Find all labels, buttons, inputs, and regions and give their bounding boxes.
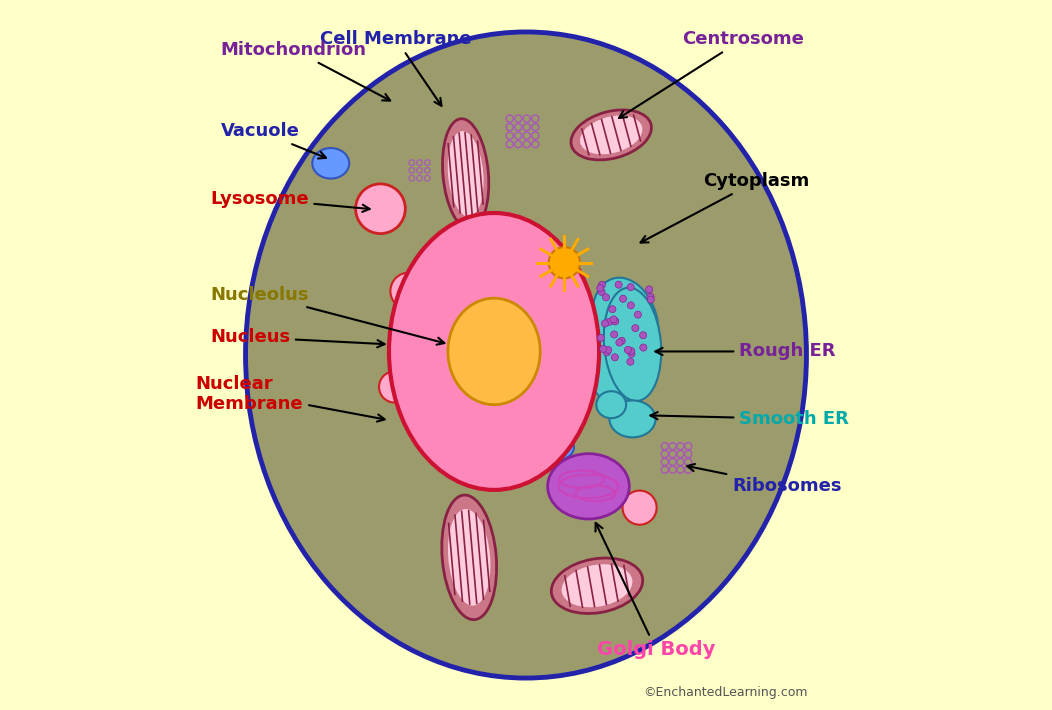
Circle shape xyxy=(602,320,608,327)
Ellipse shape xyxy=(442,495,497,620)
Circle shape xyxy=(599,281,606,288)
Circle shape xyxy=(600,345,607,352)
Circle shape xyxy=(615,281,622,288)
Ellipse shape xyxy=(448,131,484,217)
Circle shape xyxy=(640,332,647,339)
Text: Lysosome: Lysosome xyxy=(210,190,369,212)
Text: Smooth ER: Smooth ER xyxy=(650,410,849,428)
Circle shape xyxy=(611,317,619,324)
Text: Golgi Body: Golgi Body xyxy=(595,523,715,659)
Text: Vacuole: Vacuole xyxy=(221,122,326,158)
Circle shape xyxy=(647,296,654,303)
Ellipse shape xyxy=(542,435,574,460)
Ellipse shape xyxy=(448,298,540,405)
Circle shape xyxy=(610,316,618,323)
Text: Mitochondrion: Mitochondrion xyxy=(221,40,390,101)
Ellipse shape xyxy=(592,278,659,368)
Text: Cell Membrane: Cell Membrane xyxy=(320,30,471,106)
Ellipse shape xyxy=(448,509,490,606)
Ellipse shape xyxy=(609,400,655,437)
Circle shape xyxy=(596,285,604,292)
Circle shape xyxy=(628,350,635,357)
Circle shape xyxy=(379,371,410,403)
Text: Ribosomes: Ribosomes xyxy=(687,464,842,496)
Circle shape xyxy=(627,283,634,290)
Circle shape xyxy=(627,358,634,365)
Ellipse shape xyxy=(562,564,632,607)
Ellipse shape xyxy=(596,391,626,418)
Ellipse shape xyxy=(551,558,643,613)
Circle shape xyxy=(605,346,612,354)
Text: Cytoplasm: Cytoplasm xyxy=(641,172,810,243)
Circle shape xyxy=(623,491,656,525)
Ellipse shape xyxy=(580,116,643,154)
Text: Nuclear
Membrane: Nuclear Membrane xyxy=(196,375,385,422)
Circle shape xyxy=(627,302,634,309)
Circle shape xyxy=(603,294,609,301)
Ellipse shape xyxy=(389,213,600,490)
Circle shape xyxy=(610,331,618,338)
Text: Centrosome: Centrosome xyxy=(619,30,804,118)
Ellipse shape xyxy=(312,148,349,178)
Circle shape xyxy=(598,288,605,295)
Circle shape xyxy=(611,318,619,325)
Text: Nucleolus: Nucleolus xyxy=(210,285,444,345)
Circle shape xyxy=(628,348,634,355)
Circle shape xyxy=(598,334,605,342)
Circle shape xyxy=(440,273,477,310)
Ellipse shape xyxy=(245,32,807,678)
Circle shape xyxy=(603,349,610,356)
Circle shape xyxy=(620,295,627,302)
Ellipse shape xyxy=(443,119,489,229)
Circle shape xyxy=(646,286,652,293)
Text: Rough ER: Rough ER xyxy=(655,342,835,361)
Circle shape xyxy=(356,184,405,234)
Ellipse shape xyxy=(548,454,629,519)
Ellipse shape xyxy=(571,110,651,160)
Text: Nucleus: Nucleus xyxy=(210,328,385,347)
Circle shape xyxy=(619,337,625,344)
Circle shape xyxy=(640,344,647,351)
Circle shape xyxy=(611,354,619,361)
Circle shape xyxy=(647,293,654,300)
Circle shape xyxy=(632,324,639,332)
Circle shape xyxy=(606,318,612,325)
Circle shape xyxy=(390,273,427,310)
Ellipse shape xyxy=(591,327,646,405)
Circle shape xyxy=(615,339,623,346)
Ellipse shape xyxy=(604,288,662,401)
Ellipse shape xyxy=(458,225,502,278)
Circle shape xyxy=(625,346,631,354)
Circle shape xyxy=(549,247,580,278)
Circle shape xyxy=(634,311,642,318)
Circle shape xyxy=(609,305,615,312)
Text: ©EnchantedLearning.com: ©EnchantedLearning.com xyxy=(643,687,808,699)
